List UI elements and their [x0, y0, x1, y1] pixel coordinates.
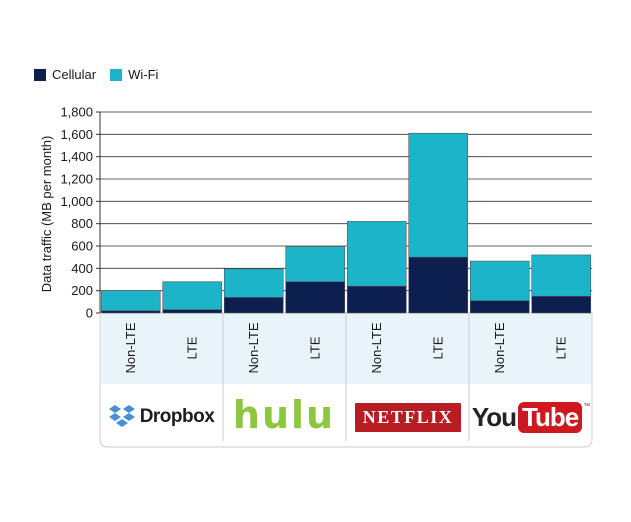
y-tick-label: 600 — [71, 239, 93, 254]
netflix-logo: NETFLIX — [353, 395, 463, 439]
y-tick-label: 200 — [71, 283, 93, 298]
legend-item-cellular: Cellular — [34, 67, 96, 82]
legend-label-wifi: Wi-Fi — [128, 67, 159, 82]
bar-cellular-5 — [346, 285, 407, 314]
bar-wi-fi-1 — [100, 290, 161, 312]
bar-wi-fi-4 — [285, 246, 346, 283]
bar-cellular-7 — [469, 300, 530, 314]
y-tick-label: 1,200 — [60, 172, 93, 187]
x-tick-label: Non-LTE — [492, 322, 507, 373]
bar-wi-fi-2 — [162, 281, 223, 310]
dropbox-logo-text: Dropbox — [139, 406, 215, 427]
netflix-logo-box: NETFLIX — [354, 402, 462, 432]
youtube-logo: You Tube ™ — [472, 395, 590, 439]
legend-swatch-wifi — [110, 68, 123, 81]
bar-wi-fi-6 — [408, 132, 469, 258]
youtube-logo-tm: ™ — [583, 403, 591, 410]
y-tick-label: 1,600 — [60, 127, 93, 142]
x-tick-label: LTE — [553, 336, 568, 359]
bar-cellular-3 — [223, 297, 284, 314]
legend: Cellular Wi-Fi — [34, 67, 172, 82]
y-tick-label: 1,000 — [60, 194, 93, 209]
hulu-logo-text: hulu — [232, 393, 336, 437]
youtube-logo-tube-box: Tube — [518, 401, 583, 433]
hulu-logo: hulu — [229, 395, 339, 439]
bar-cellular-8 — [531, 295, 592, 314]
category-panel — [99, 312, 593, 448]
y-tick-label: 1,400 — [60, 149, 93, 164]
x-tick-label: LTE — [430, 336, 445, 359]
y-axis: 0 200 400 600 800 1,000 1,200 1,400 1,600 1,800 — [60, 105, 101, 321]
bar-cellular-2 — [162, 309, 223, 314]
x-tick-label: Non-LTE — [246, 322, 261, 373]
x-tick-labels: Non-LTE LTE Non-LTE LTE Non-LTE LTE Non-LTE LTE — [123, 322, 569, 373]
x-tick-label: LTE — [307, 336, 322, 359]
legend-swatch-cellular — [34, 68, 46, 81]
youtube-logo-tube: Tube — [522, 401, 579, 432]
legend-label-cellular: Cellular — [52, 67, 97, 82]
bar-cellular-6 — [408, 256, 469, 314]
bar-wi-fi-5 — [346, 221, 407, 287]
y-tick-label: 1,800 — [60, 105, 93, 120]
x-tick-label: Non-LTE — [123, 322, 138, 373]
bar-wi-fi-3 — [223, 268, 284, 298]
y-tick-label: 800 — [71, 216, 93, 231]
bar-cellular-1 — [100, 310, 161, 314]
dropbox-logo: Dropbox — [104, 395, 218, 439]
y-tick-label: 400 — [71, 261, 93, 276]
y-tick-label: 0 — [86, 306, 93, 321]
dropbox-box-icon — [108, 405, 135, 427]
bar-cellular-4 — [285, 281, 346, 314]
legend-item-wifi: Wi-Fi — [110, 67, 158, 82]
netflix-logo-text: NETFLIX — [362, 406, 454, 427]
bar-wi-fi-7 — [469, 260, 530, 302]
y-axis-label: Data traffic (MB per month) — [39, 136, 54, 293]
bars — [100, 132, 592, 314]
x-tick-label: LTE — [184, 336, 199, 359]
youtube-logo-you: You — [471, 401, 517, 432]
x-tick-label: Non-LTE — [369, 322, 384, 373]
bar-wi-fi-8 — [531, 254, 592, 297]
